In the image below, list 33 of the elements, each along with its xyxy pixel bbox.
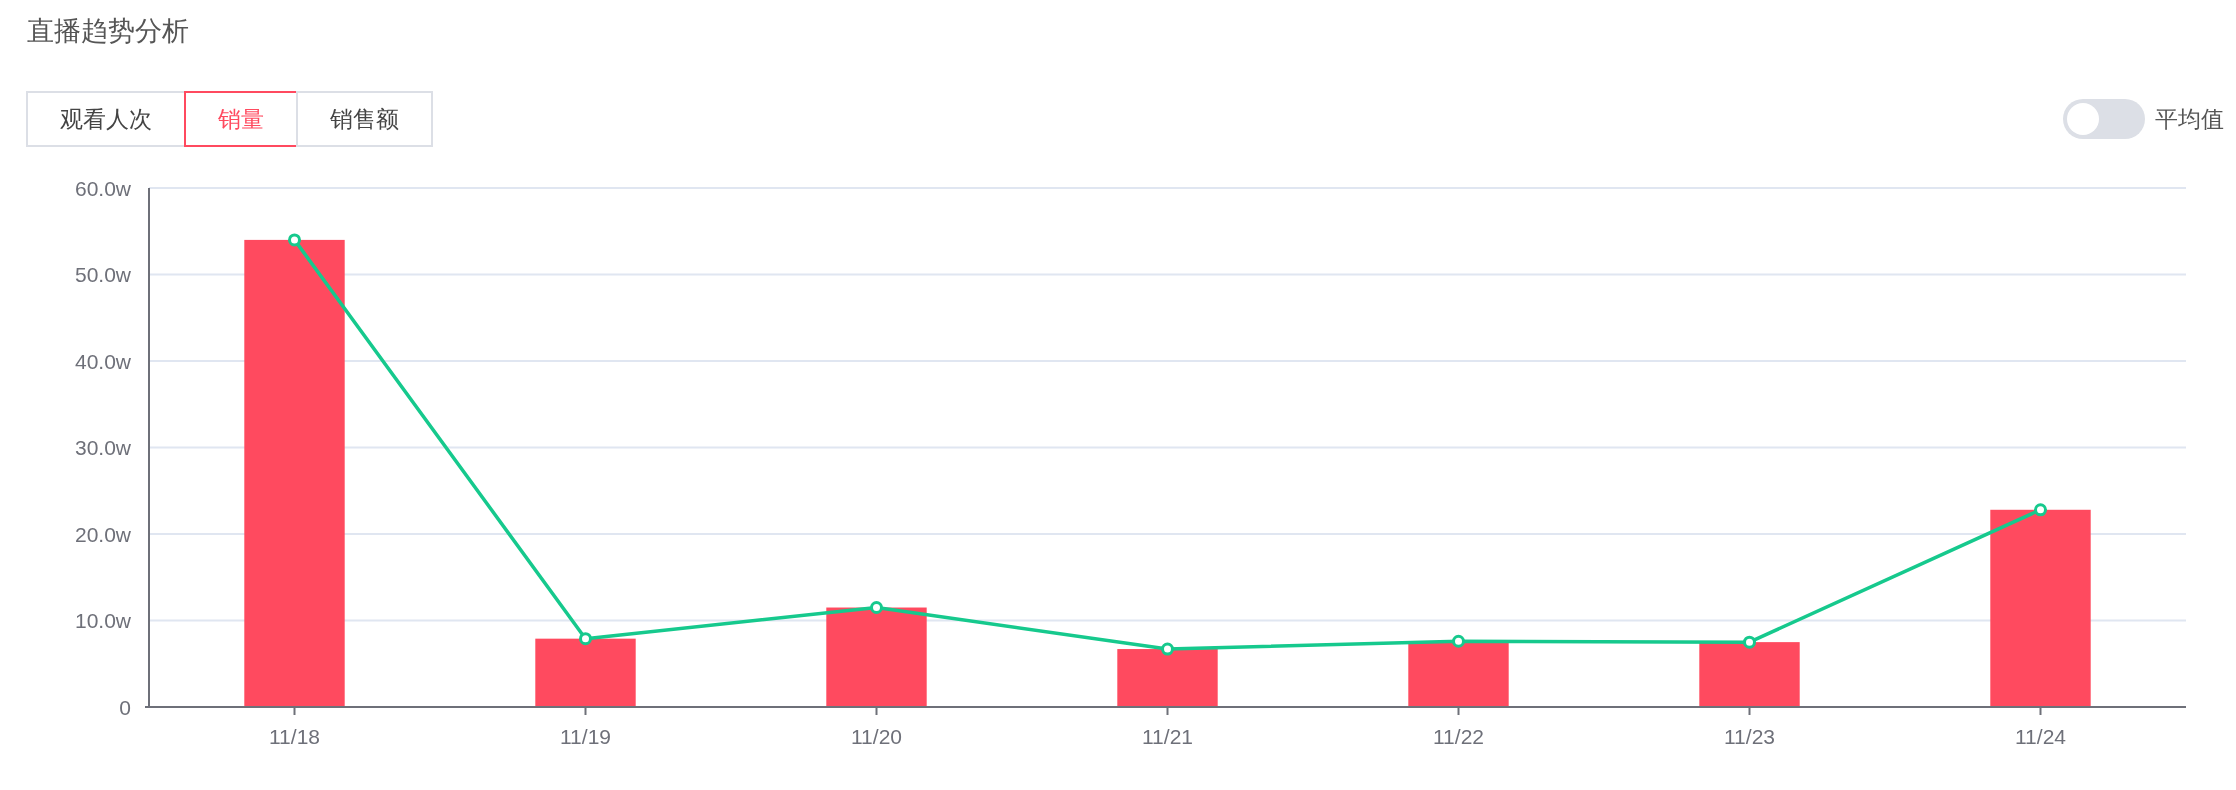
bar — [1117, 649, 1218, 707]
y-tick-label: 50.0w — [74, 263, 132, 286]
y-tick-label: 30.0w — [74, 436, 132, 459]
point — [1743, 635, 1756, 649]
tab: 销售额 — [296, 91, 433, 147]
bar — [826, 607, 927, 707]
point — [1161, 642, 1174, 656]
x-tick-label: 11/22 — [1433, 724, 1484, 748]
x-tick-label: 11/24 — [2015, 724, 2067, 748]
point — [2034, 503, 2047, 517]
bar — [535, 638, 636, 707]
x-tick-label: 11/18 — [269, 724, 320, 748]
bar — [1408, 641, 1509, 707]
bar — [1699, 642, 1800, 707]
y-tick-label: 0 — [119, 695, 131, 719]
point — [288, 233, 301, 247]
x-tick-label: 11/23 — [1724, 724, 1775, 748]
tab: 观看人次 — [26, 91, 186, 147]
x-tick-label: 11/21 — [1142, 724, 1193, 748]
y-tick-label: 40.0w — [74, 349, 132, 373]
chart-title: 直播趋势分析 — [27, 16, 189, 46]
text: 平均值 — [2155, 106, 2224, 132]
point — [1452, 634, 1465, 648]
x-tick-label: 11/19 — [560, 724, 611, 748]
tab-selected: 销量 — [184, 91, 298, 147]
y-tick-label: 10.0w — [74, 609, 132, 632]
x-tick-label: 11/20 — [851, 724, 902, 748]
point — [579, 632, 592, 646]
y-tick-label: 20.0w — [74, 522, 132, 546]
bar — [1990, 509, 2091, 707]
y-tick-label: 60.0w — [74, 176, 132, 200]
point — [870, 601, 883, 615]
bar — [244, 239, 345, 707]
